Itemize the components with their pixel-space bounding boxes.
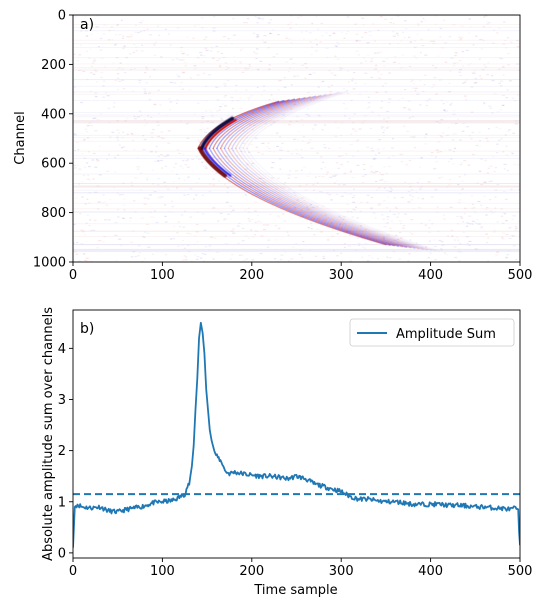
line-panel: 0 100 200 300 400 500 0 1 2 3 4 b) Time sample Abs… [41, 307, 532, 598]
line-x-tick-label: 200 [239, 564, 264, 579]
heatmap-y-tick-label: 200 [41, 58, 66, 73]
heatmap-panel: 0 100 200 300 400 500 0 200 400 600 800 1000 a) Cha… [13, 9, 532, 284]
line-y-tick-label: 2 [58, 444, 66, 459]
heatmap-y-tick-label: 1000 [33, 256, 66, 271]
line-x-axis-label: Time sample [253, 583, 337, 598]
line-frame [72, 309, 521, 559]
line-plot-area [73, 321, 520, 548]
heatmap-x-tick-label: 100 [150, 268, 175, 283]
line-x-tick-label: 400 [418, 564, 443, 579]
line-y-tick-label: 0 [58, 546, 66, 561]
line-y-tick-label: 3 [58, 393, 66, 408]
legend-label: Amplitude Sum [396, 327, 496, 342]
legend: Amplitude Sum [349, 318, 515, 347]
hyperbolic-event [197, 91, 437, 252]
panel-a-label: a) [80, 17, 94, 33]
heatmap-y-axis-label: Channel [13, 111, 28, 164]
panel-b-label: b) [80, 321, 94, 337]
line-y-tick-label: 4 [58, 342, 66, 357]
heatmap-x-tick-label: 500 [508, 268, 533, 283]
heatmap-frame [72, 14, 521, 263]
heatmap-x-tick-label: 300 [329, 268, 354, 283]
heatmap-x-tick-label: 200 [239, 268, 264, 283]
legend-box [349, 318, 515, 347]
line-x-tick-label: 0 [69, 564, 77, 579]
amplitude-sum-line [73, 321, 520, 548]
line-y-tick-label: 1 [58, 495, 66, 510]
heatmap-x-tick-label: 400 [418, 268, 443, 283]
line-axes: 0 100 200 300 400 500 0 1 2 3 4 [58, 342, 533, 579]
line-x-tick-label: 500 [508, 564, 533, 579]
heatmap-noise [73, 15, 520, 262]
line-y-axis-label: Absolute amplitude sum over channels [41, 307, 56, 561]
heatmap-x-tick-label: 0 [69, 268, 77, 283]
heatmap-y-tick-label: 600 [41, 157, 66, 172]
heatmap-y-tick-label: 800 [41, 206, 66, 221]
heatmap-y-tick-label: 400 [41, 107, 66, 122]
heatmap-y-tick-label: 0 [58, 9, 66, 24]
line-x-tick-label: 300 [329, 564, 354, 579]
heatmap-axes: 0 100 200 300 400 500 0 200 400 600 800 1000 [33, 9, 533, 284]
heatmap-background [73, 15, 520, 262]
line-x-tick-label: 100 [150, 564, 175, 579]
